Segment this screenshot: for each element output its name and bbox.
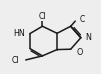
Text: HN: HN [13,29,25,38]
Text: C: C [79,15,85,24]
Text: O: O [77,48,83,57]
Text: Cl: Cl [12,56,19,65]
Text: Cl: Cl [39,12,46,21]
Text: N: N [85,33,91,42]
